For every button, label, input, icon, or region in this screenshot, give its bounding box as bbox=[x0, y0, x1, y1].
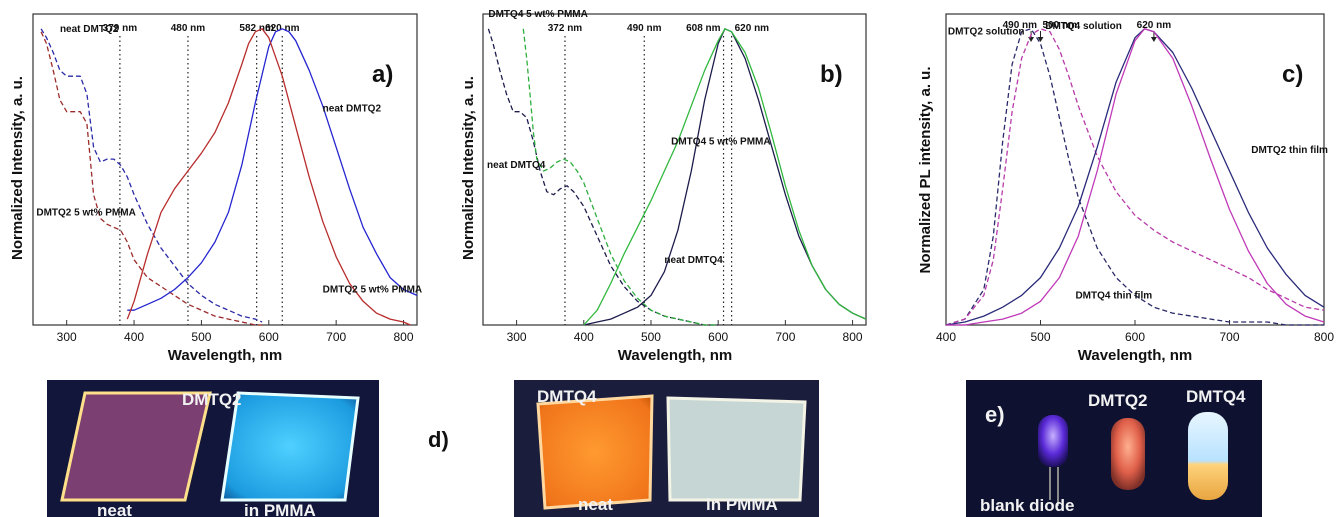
y-axis-label: Normalized Intensity, a. u. bbox=[9, 76, 26, 260]
x-tick-label: 700 bbox=[775, 330, 795, 344]
photo-right-label: in PMMA bbox=[706, 495, 778, 514]
peak-label: 490 nm bbox=[1003, 20, 1038, 31]
chart-layer: 300 400 500 600 700 800 372 nm 490 nm 608 nm 620 … bbox=[487, 9, 867, 344]
plot-frame bbox=[482, 13, 867, 326]
x-tick-label: 800 bbox=[394, 330, 414, 344]
photo-right-label: in PMMA bbox=[244, 501, 316, 517]
series-line bbox=[522, 28, 719, 326]
photo-dmtq4-films: DMTQ4 neat in PMMA bbox=[514, 380, 819, 517]
series-line bbox=[945, 28, 1324, 326]
x-tick-label: 600 bbox=[259, 330, 279, 344]
series-line bbox=[487, 28, 719, 326]
pmma-film-sheet bbox=[666, 396, 807, 502]
x-tick-label: 500 bbox=[641, 330, 661, 344]
series-annotation: DMTQ4 5 wt% PMMA bbox=[671, 136, 770, 147]
blank-diode bbox=[1038, 415, 1068, 467]
series-line bbox=[583, 28, 867, 326]
x-tick-label: 700 bbox=[326, 330, 346, 344]
photo-dmtq2-films: DMTQ2 neat in PMMA bbox=[47, 380, 379, 517]
plot-frame bbox=[32, 13, 418, 326]
y-axis-label: Normalized Intensity, a. u. bbox=[460, 76, 477, 260]
wavelength-guide-label: 620 nm bbox=[735, 23, 770, 34]
x-tick-label: 600 bbox=[1125, 330, 1145, 344]
x-tick-label: 400 bbox=[124, 330, 144, 344]
x-tick-label: 500 bbox=[1030, 330, 1050, 344]
diode-caption: blank diode bbox=[980, 496, 1074, 515]
neat-film-sheet bbox=[60, 391, 212, 502]
photo-title: DMTQ2 bbox=[182, 390, 242, 409]
series-annotation: DMTQ4 solution bbox=[1045, 21, 1122, 32]
panel-label: a) bbox=[372, 61, 393, 88]
diode-label-dmtq2: DMTQ2 bbox=[1088, 391, 1148, 410]
pmma-film-sheet bbox=[220, 391, 360, 502]
wavelength-guide-label: 490 nm bbox=[627, 23, 662, 34]
panel-b: 300 400 500 600 700 800 372 nm 490 nm 608 nm 620 … bbox=[460, 9, 867, 364]
series-line bbox=[946, 28, 1325, 326]
plot-frame bbox=[945, 13, 1325, 326]
x-tick-label: 800 bbox=[1314, 330, 1334, 344]
series-annotation: neat DMTQ2 bbox=[60, 24, 119, 35]
x-tick-label: 400 bbox=[936, 330, 956, 344]
panel-label-d: d) bbox=[428, 427, 449, 452]
wavelength-guide-label: 480 nm bbox=[171, 23, 206, 34]
wavelength-guide-label: 582 nm bbox=[239, 23, 274, 34]
x-tick-label: 300 bbox=[507, 330, 527, 344]
x-axis-label: Wavelength, nm bbox=[1078, 347, 1192, 364]
series-line bbox=[40, 28, 263, 323]
x-tick-label: 800 bbox=[843, 330, 863, 344]
series-line bbox=[126, 28, 411, 326]
peak-label: 620 nm bbox=[1137, 20, 1172, 31]
diode-label-dmtq4: DMTQ4 bbox=[1186, 387, 1246, 406]
x-axis-label: Wavelength, nm bbox=[168, 347, 282, 364]
photo-title: DMTQ4 bbox=[537, 387, 597, 406]
series-line bbox=[945, 28, 1325, 326]
peak-arrow-head bbox=[1037, 37, 1044, 42]
dmtq2-diode bbox=[1111, 418, 1145, 490]
chart-layer: 400 500 600 700 800 490 nm 500 nm 620 nm DMTQ2 s… bbox=[936, 20, 1334, 344]
series-line bbox=[40, 31, 263, 326]
x-tick-label: 500 bbox=[191, 330, 211, 344]
panel-label: b) bbox=[820, 61, 843, 88]
series-annotation: DMTQ2 solution bbox=[948, 27, 1025, 38]
x-tick-label: 700 bbox=[1219, 330, 1239, 344]
panel-label-e: e) bbox=[985, 402, 1005, 427]
x-tick-label: 400 bbox=[574, 330, 594, 344]
peak-label: 500 nm bbox=[1043, 20, 1078, 31]
peak-arrow-head bbox=[1150, 37, 1157, 42]
series-annotation: neat DMTQ2 bbox=[323, 104, 382, 115]
x-axis-label: Wavelength, nm bbox=[618, 347, 732, 364]
peak-arrow-head bbox=[1028, 37, 1035, 42]
panel-c: 400 500 600 700 800 490 nm 500 nm 620 nm DMTQ2 s… bbox=[917, 13, 1334, 364]
neat-film-sheet bbox=[536, 394, 654, 510]
series-line bbox=[127, 28, 418, 311]
dmtq4-diode bbox=[1188, 412, 1228, 500]
photo-left-label: neat bbox=[97, 501, 132, 517]
wavelength-guide-label: 379 nm bbox=[103, 23, 138, 34]
series-annotation: DMTQ2 5 wt% PMMA bbox=[36, 207, 135, 218]
wavelength-guide-label: 608 nm bbox=[686, 23, 721, 34]
photo-left-label: neat bbox=[578, 495, 613, 514]
series-annotation: DMTQ2 5 wt% PMMA bbox=[323, 284, 422, 295]
x-tick-label: 300 bbox=[57, 330, 77, 344]
panel-label: c) bbox=[1282, 61, 1303, 88]
series-annotation: neat DMTQ4 bbox=[664, 255, 723, 266]
series-annotation: DMTQ4 thin film bbox=[1075, 290, 1152, 301]
y-axis-label: Normalized PL intensity, a. u. bbox=[917, 67, 934, 274]
series-annotation: neat DMTQ4 bbox=[487, 160, 546, 171]
photo-diodes: e) DMTQ2 DMTQ4 blank diode bbox=[966, 380, 1262, 517]
series-line bbox=[945, 28, 1325, 326]
series-annotation: DMTQ4 5 wt% PMMA bbox=[488, 9, 587, 20]
series-annotation: DMTQ2 thin film bbox=[1251, 145, 1328, 156]
x-tick-label: 600 bbox=[708, 330, 728, 344]
wavelength-guide-label: 372 nm bbox=[548, 23, 583, 34]
